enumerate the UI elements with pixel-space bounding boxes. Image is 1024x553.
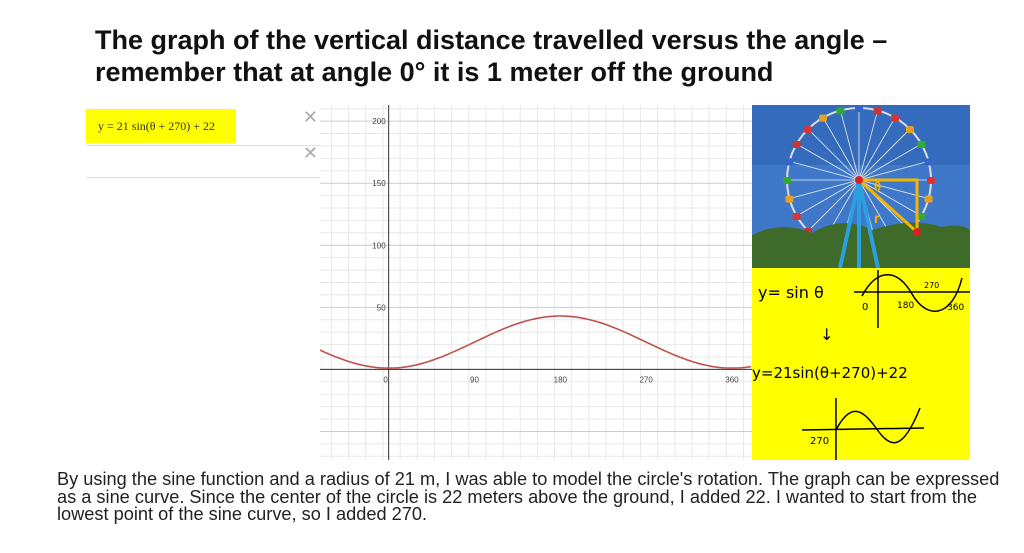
explanation-paragraph: By using the sine function and a radius … — [57, 469, 1000, 524]
gondola — [804, 126, 813, 134]
highlight — [86, 109, 236, 143]
gondola — [905, 126, 914, 134]
gondola — [783, 177, 791, 184]
note-line1: y= sin θ — [758, 283, 824, 302]
y-tick-label: 100 — [372, 241, 386, 250]
theta-label: θ — [874, 179, 881, 194]
note-line2: y=21sin(θ+270)+22 — [752, 364, 908, 382]
graph: 0 90 180 270 360 50 100 150 200 — [320, 105, 752, 460]
radius-label: r — [874, 210, 880, 226]
x-tick-label: 90 — [470, 375, 479, 384]
tick: 180 — [897, 301, 914, 311]
equation-row[interactable]: y = 21 sin(θ + 270) + 22 ✕ — [86, 107, 320, 146]
gondola — [785, 158, 794, 166]
close-icon[interactable]: ✕ — [302, 143, 318, 163]
y-tick-label: 150 — [372, 179, 386, 188]
equation-panel: y = 21 sin(θ + 270) + 22 ✕ ✕ — [86, 105, 320, 195]
equation-text[interactable]: y = 21 sin(θ + 270) + 22 — [98, 119, 216, 133]
x-tick-label: 270 — [639, 375, 653, 384]
tick: 360 — [947, 303, 964, 313]
empty-equation-row[interactable]: ✕ — [86, 143, 320, 178]
gondola — [917, 141, 926, 148]
arrow: ↓ — [820, 325, 833, 344]
y-tick-label: 200 — [372, 117, 386, 126]
gondola — [785, 195, 794, 203]
slide-title: The graph of the vertical distance trave… — [95, 25, 888, 87]
y-tick-label: 50 — [377, 303, 386, 312]
x-tick-label: 180 — [554, 375, 568, 384]
gondola — [891, 114, 899, 122]
tick: 0 — [862, 302, 868, 313]
x-tick-label: 0 — [383, 375, 388, 384]
close-icon[interactable]: ✕ — [302, 107, 318, 127]
gondola — [924, 195, 933, 203]
x-tick-label: 360 — [725, 375, 739, 384]
gondola — [873, 107, 882, 115]
gondola — [792, 141, 801, 148]
gondola — [924, 158, 933, 166]
gondola — [927, 177, 935, 184]
gondola — [836, 107, 845, 115]
gondola — [917, 213, 926, 220]
gondola — [792, 213, 801, 220]
ferris-wheel-photo: θ r — [752, 105, 970, 268]
gondola — [855, 105, 863, 112]
handwritten-note: y= sin θ 0 180 270 360 ↓ y=21sin(θ+270)+… — [752, 268, 970, 460]
sine-curve — [320, 315, 752, 369]
tick: 270 — [810, 436, 829, 447]
gondola — [819, 114, 827, 122]
tick: 270 — [924, 281, 939, 290]
